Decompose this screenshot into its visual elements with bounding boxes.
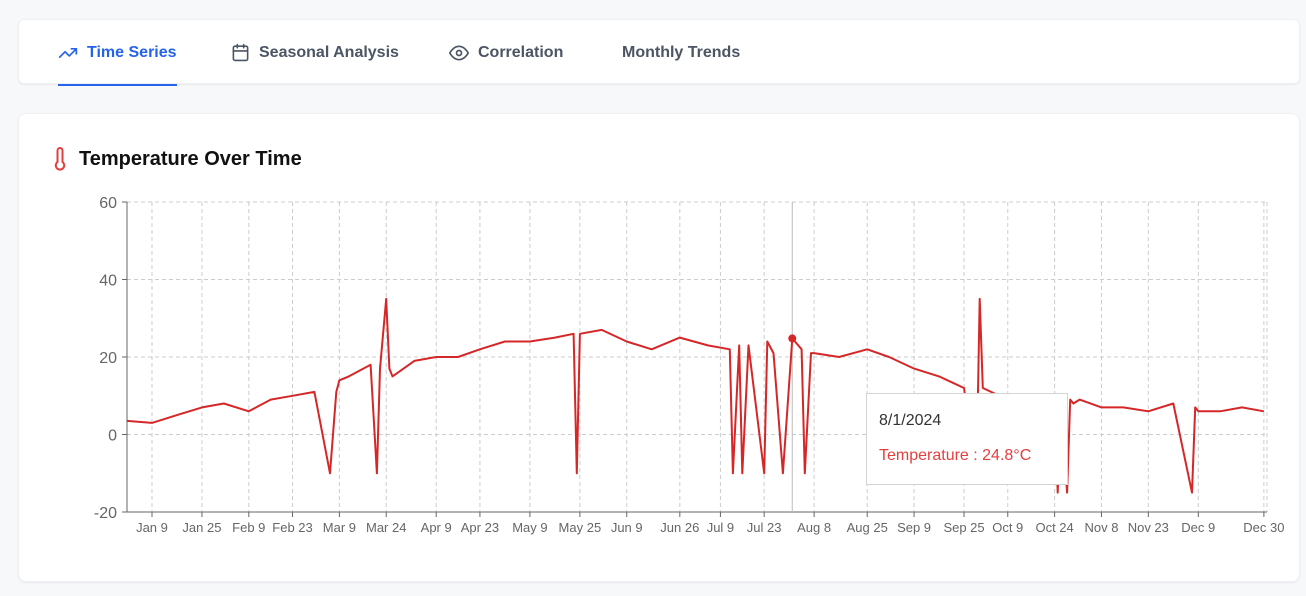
calendar-icon — [232, 43, 249, 62]
y-tick-label: 40 — [99, 273, 117, 290]
tooltip-date: 8/1/2024 — [879, 412, 942, 429]
x-tick-label: Sep 25 — [943, 520, 984, 535]
chart-tooltip: 8/1/2024 Temperature : 24.8°C — [866, 393, 1068, 485]
x-tick-label: Nov 8 — [1084, 520, 1118, 535]
x-tick-label: Apr 9 — [421, 520, 452, 535]
x-tick-label: Nov 23 — [1128, 520, 1169, 535]
x-tick-label: Jun 9 — [611, 520, 643, 535]
tab-monthly-trends[interactable]: Monthly Trends — [622, 20, 740, 85]
eye-icon — [449, 45, 469, 61]
chart-card-title-text: Temperature Over Time — [79, 147, 302, 170]
x-tick-label: Oct 24 — [1035, 520, 1073, 535]
active-data-point — [788, 334, 797, 343]
x-tick-label: Jan 25 — [182, 520, 221, 535]
y-tick-label: -20 — [94, 505, 117, 522]
x-tick-label: Aug 8 — [797, 520, 831, 535]
tab-label: Time Series — [87, 43, 177, 61]
temperature-series-line — [126, 297, 1265, 494]
tooltip-value: Temperature : 24.8°C — [879, 447, 1032, 464]
x-tick-label: Feb 9 — [232, 520, 265, 535]
tab-label: Correlation — [478, 43, 564, 61]
x-tick-label: May 25 — [559, 520, 602, 535]
x-tick-label: Oct 9 — [992, 520, 1023, 535]
x-tick-label: Jul 9 — [707, 520, 734, 535]
x-tick-label: Apr 23 — [461, 520, 499, 535]
tab-label: Monthly Trends — [622, 43, 741, 61]
thermometer-icon — [54, 147, 66, 171]
y-tick-label: 0 — [108, 428, 117, 445]
x-tick-label: Mar 24 — [366, 520, 406, 535]
tab-time-series[interactable]: Time Series — [58, 20, 177, 86]
x-tick-label: Jun 26 — [660, 520, 699, 535]
x-tick-label: Jan 9 — [136, 520, 168, 535]
x-tick-label: Dec 9 — [1181, 520, 1215, 535]
tab-label: Seasonal Analysis — [259, 43, 399, 61]
x-tick-label: Jul 23 — [747, 520, 782, 535]
temperature-line-chart: -20 0 20 40 60 Jan 9 Jan 25 Feb 9 Feb 23 Mar 9 Mar… — [94, 195, 1285, 535]
y-tick-label: 20 — [99, 350, 117, 367]
x-tick-label: Feb 23 — [272, 520, 312, 535]
tab-bar: Time Series Seasonal Analysis Correlatio… — [18, 19, 1300, 86]
x-tick-label: Dec 30 — [1243, 520, 1284, 535]
chart-card-title: Temperature Over Time — [53, 147, 302, 171]
tab-seasonal-analysis[interactable]: Seasonal Analysis — [231, 20, 399, 85]
y-tick-label: 60 — [99, 195, 117, 212]
temperature-chart-card: Temperature Over Time -20 0 20 40 60 Jan 9 Jan… — [18, 113, 1300, 582]
x-tick-label: Sep 9 — [897, 520, 931, 535]
trending-up-icon — [58, 47, 78, 58]
x-tick-label: Mar 9 — [323, 520, 356, 535]
x-tick-label: Aug 25 — [847, 520, 888, 535]
x-tick-label: May 9 — [512, 520, 547, 535]
tab-correlation[interactable]: Correlation — [449, 20, 563, 85]
